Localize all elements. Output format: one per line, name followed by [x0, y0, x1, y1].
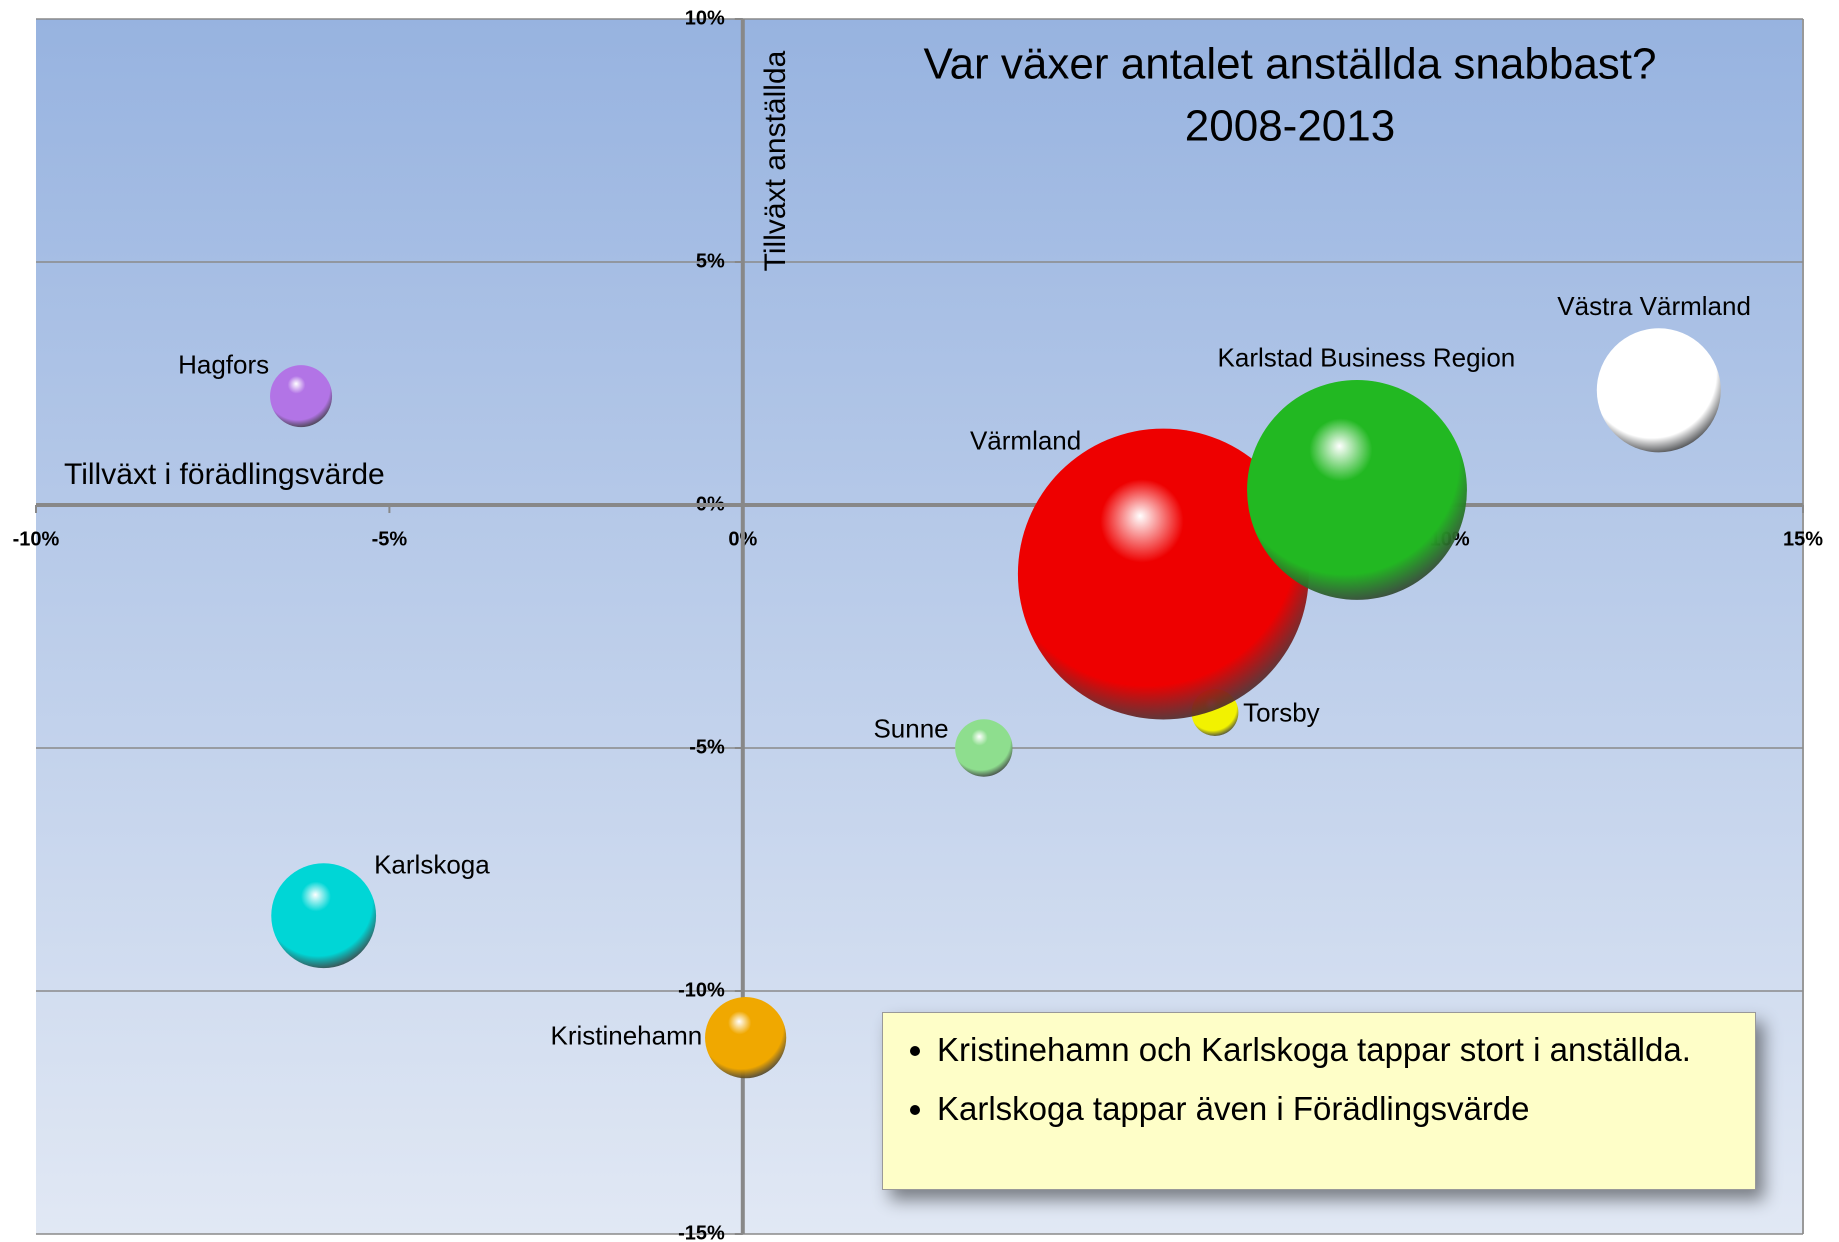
y-tick-label: 10% [685, 7, 725, 29]
bubble-label: Karlstad Business Region [1218, 343, 1516, 373]
x-tick-label: -10% [13, 528, 60, 550]
bubble-label: Torsby [1243, 698, 1320, 728]
annotation: Karlskoga tappar även i Förädlingsvärde [937, 1086, 1735, 1131]
y-tick-label: -10% [678, 979, 725, 1001]
bubble [271, 863, 377, 969]
bubble-label: Kristinehamn [550, 1021, 702, 1051]
bubble-label: Västra Värmland [1557, 291, 1751, 321]
bubble [1017, 428, 1309, 720]
x-axis-title: Tillväxt i förädlingsvärde [64, 458, 385, 491]
bubble [270, 365, 333, 428]
bubble [1596, 328, 1721, 453]
annotation-box: Kristinehamn och Karlskoga tappar stort … [882, 1012, 1756, 1190]
chart-subtitle: 2008-2013 [1185, 102, 1395, 151]
y-tick-label: -5% [689, 736, 725, 758]
bubble-label: Värmland [970, 426, 1081, 456]
annotation: Kristinehamn och Karlskoga tappar stort … [937, 1027, 1735, 1072]
bubble-label: Karlskoga [374, 849, 490, 879]
bubble [1247, 379, 1467, 600]
bubble-label: Sunne [873, 713, 948, 743]
bubble-label: Hagfors [178, 350, 269, 380]
y-axis-title: Tillväxt anställda [759, 50, 792, 271]
chart-title: Var växer antalet anställda snabbast? [924, 40, 1657, 89]
x-tick-label: 15% [1783, 528, 1823, 550]
y-tick-label: -15% [678, 1222, 725, 1242]
y-tick-label: 5% [696, 250, 725, 272]
x-tick-label: -5% [372, 528, 408, 550]
bubble [955, 719, 1013, 777]
bubble [705, 997, 787, 1079]
